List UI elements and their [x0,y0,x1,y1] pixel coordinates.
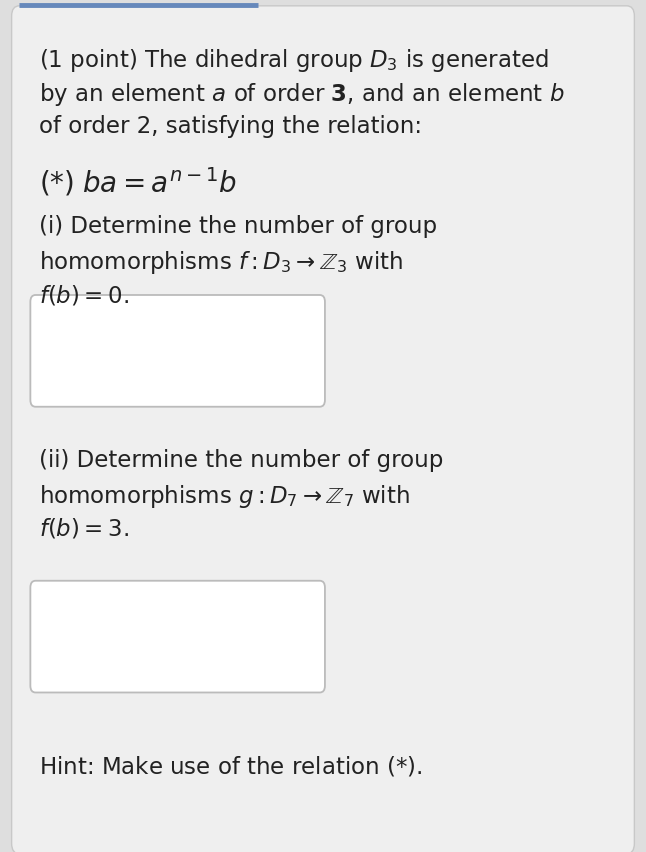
Text: (i) Determine the number of group: (i) Determine the number of group [39,215,437,238]
Text: homomorphisms $f : D_3 \rightarrow \mathbb{Z}_3$ with: homomorphisms $f : D_3 \rightarrow \math… [39,249,403,276]
FancyBboxPatch shape [30,581,325,693]
Text: $(*)\; ba = a^{n-1}b$: $(*)\; ba = a^{n-1}b$ [39,165,236,199]
Text: $f(b) = 3.$: $f(b) = 3.$ [39,516,129,540]
Text: Hint: Make use of the relation $(*)$.: Hint: Make use of the relation $(*)$. [39,754,422,778]
Text: (ii) Determine the number of group: (ii) Determine the number of group [39,448,443,471]
FancyBboxPatch shape [12,7,634,852]
Text: homomorphisms $g : D_7 \rightarrow \mathbb{Z}_7$ with: homomorphisms $g : D_7 \rightarrow \math… [39,482,410,509]
Text: by an element $a$ of order $\mathbf{3}$, and an element $b$: by an element $a$ of order $\mathbf{3}$,… [39,81,565,108]
FancyBboxPatch shape [30,296,325,407]
Text: of order 2, satisfying the relation:: of order 2, satisfying the relation: [39,115,422,138]
Text: (1 point) The dihedral group $D_3$ is generated: (1 point) The dihedral group $D_3$ is ge… [39,47,548,74]
Text: $f(b) = 0.$: $f(b) = 0.$ [39,283,129,307]
